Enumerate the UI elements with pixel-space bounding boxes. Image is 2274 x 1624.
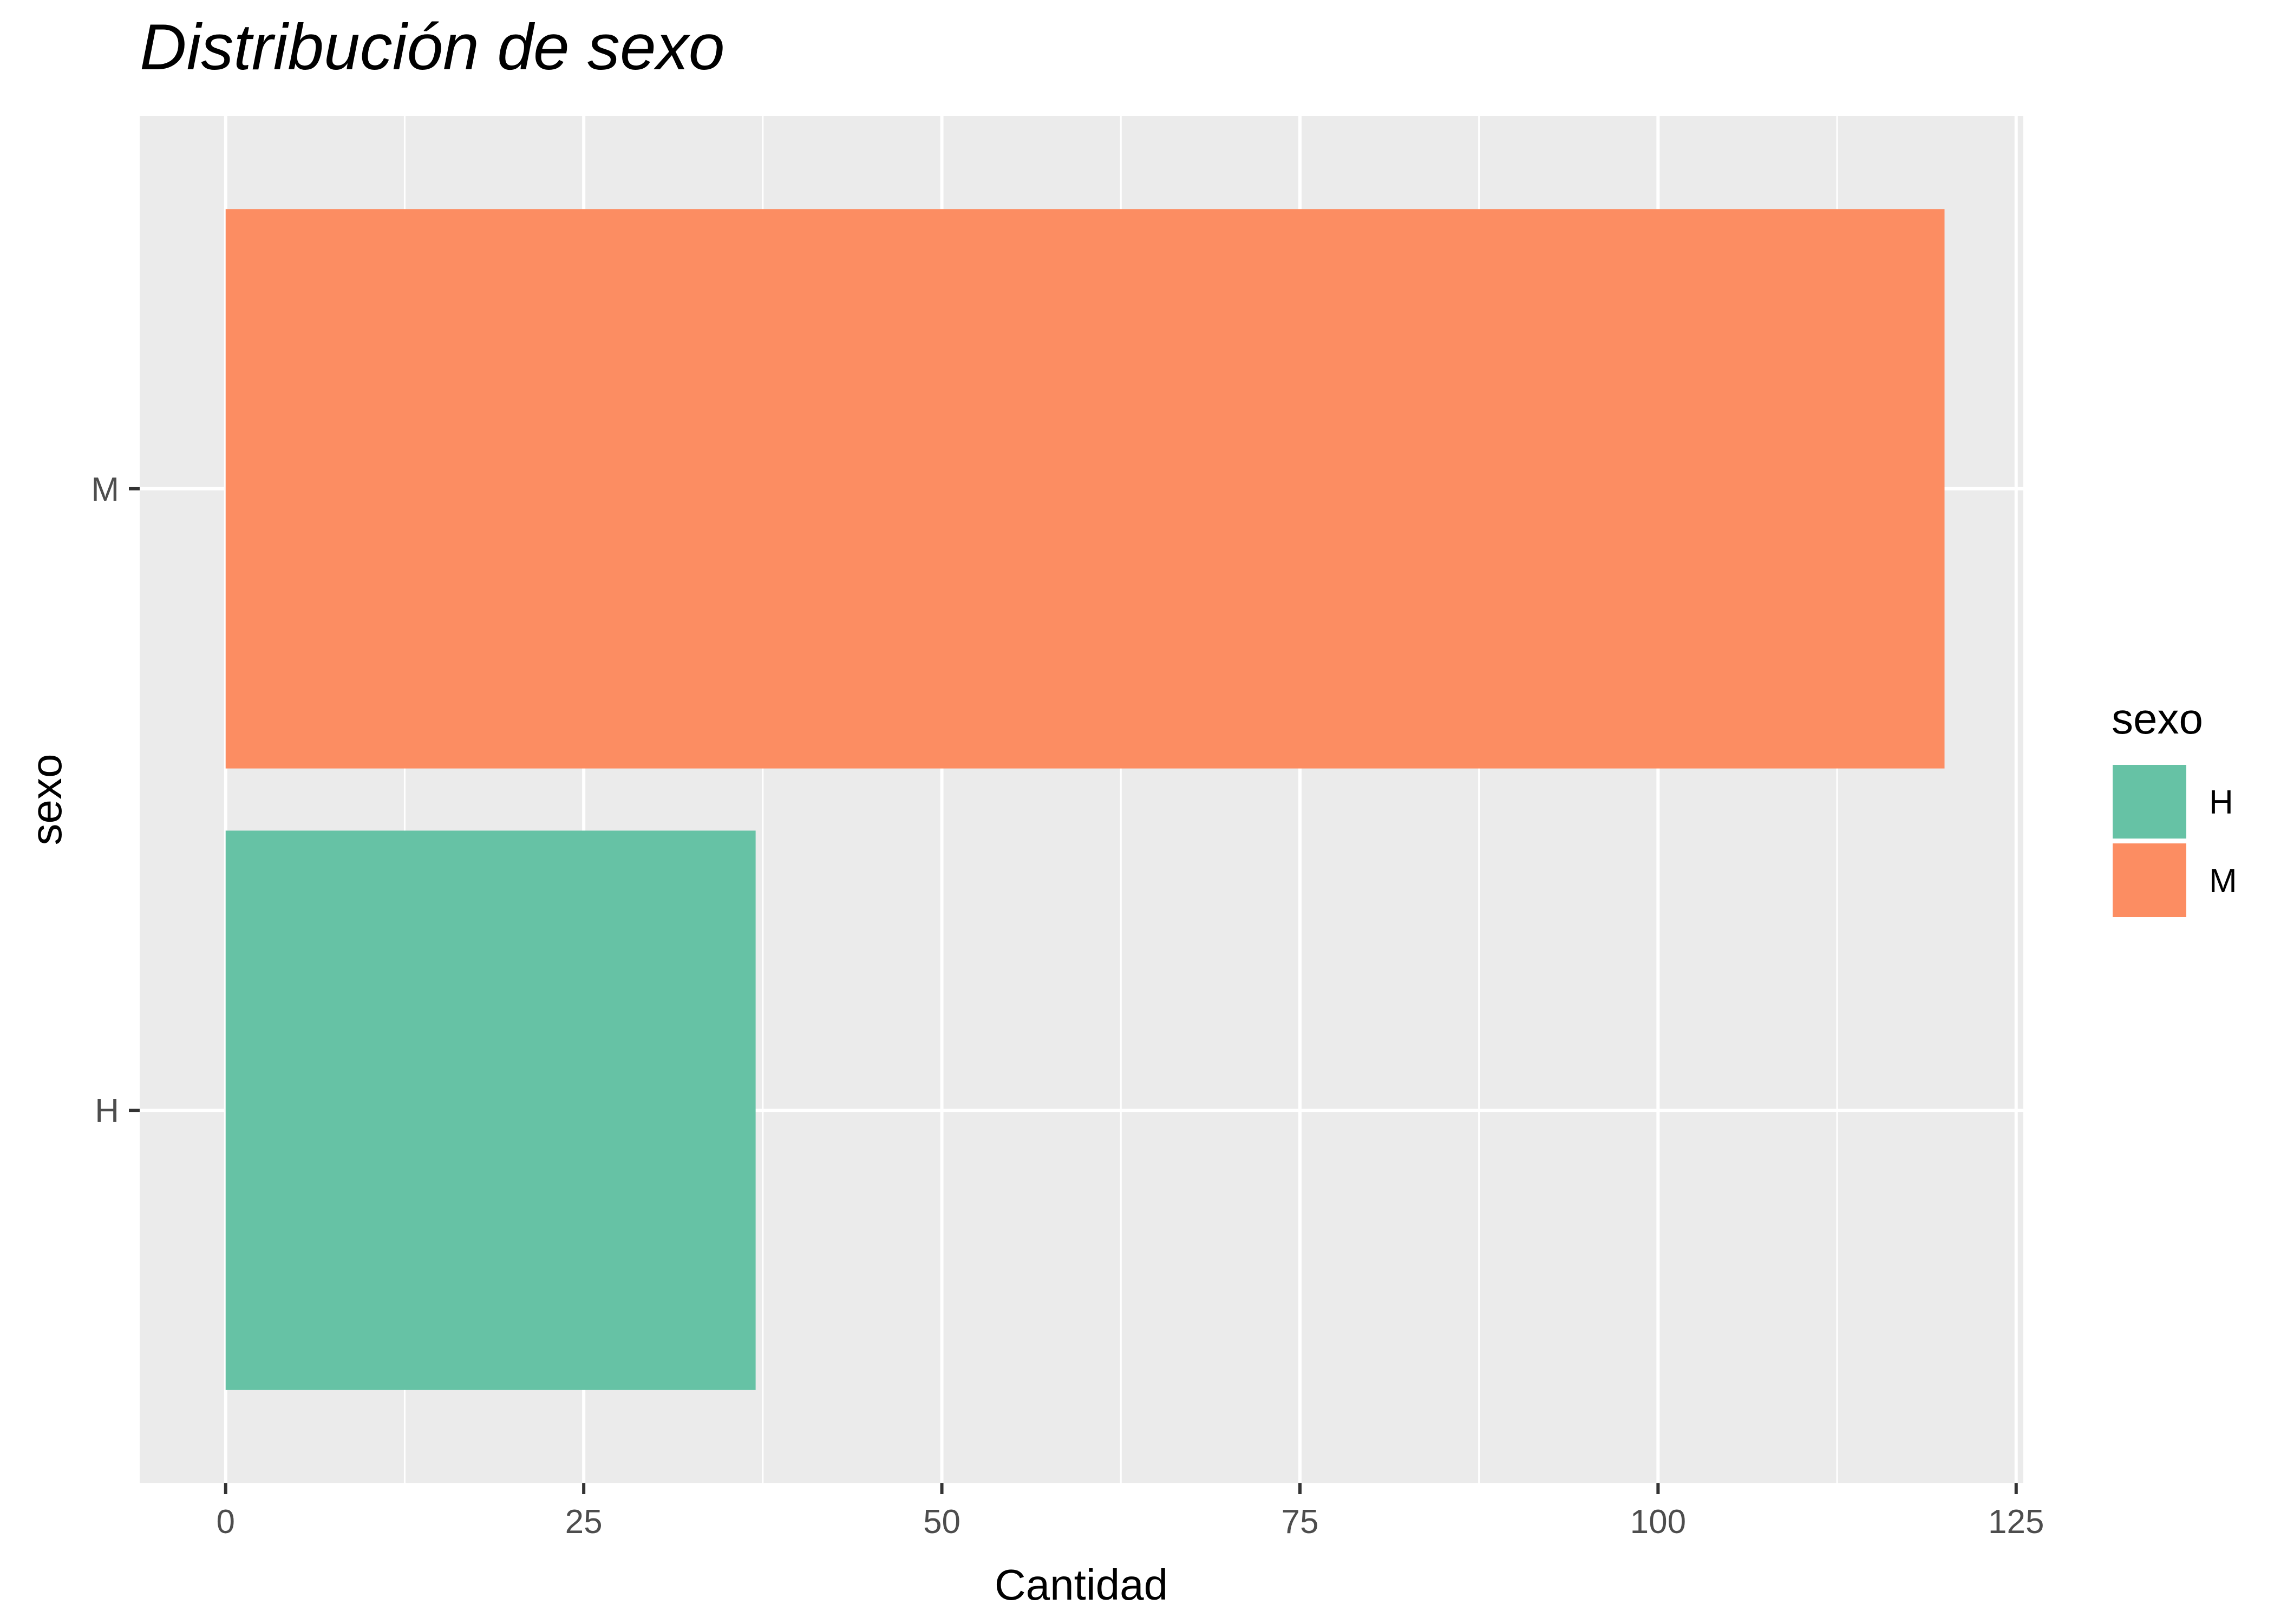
x-tick-label: 0 xyxy=(216,1503,234,1541)
legend-title: sexo xyxy=(2112,695,2203,743)
y-axis-title: sexo xyxy=(22,754,70,846)
x-tick-label: 25 xyxy=(565,1503,603,1541)
x-tick-label: 50 xyxy=(923,1503,960,1541)
bars xyxy=(225,209,1945,1390)
y-axis: HM xyxy=(91,471,140,1130)
legend-key-M xyxy=(2110,841,2188,919)
legend-label: H xyxy=(2209,784,2233,821)
x-axis: 0 25 50 75 100 125 xyxy=(216,1483,2044,1541)
chart-title: Distribución de sexo xyxy=(140,11,725,83)
legend-key-H xyxy=(2110,763,2188,841)
y-tick-label: H xyxy=(95,1092,119,1130)
x-tick-label: 125 xyxy=(1988,1503,2044,1541)
x-tick-label: 75 xyxy=(1281,1503,1318,1541)
x-tick-label: 100 xyxy=(1630,1503,1686,1541)
legend-label: M xyxy=(2209,862,2237,900)
bar-M xyxy=(225,209,1945,769)
legend: sexo H M xyxy=(2110,695,2237,919)
x-axis-title: Cantidad xyxy=(995,1561,1168,1609)
bar-H xyxy=(225,830,756,1390)
y-tick-label: M xyxy=(91,471,119,508)
